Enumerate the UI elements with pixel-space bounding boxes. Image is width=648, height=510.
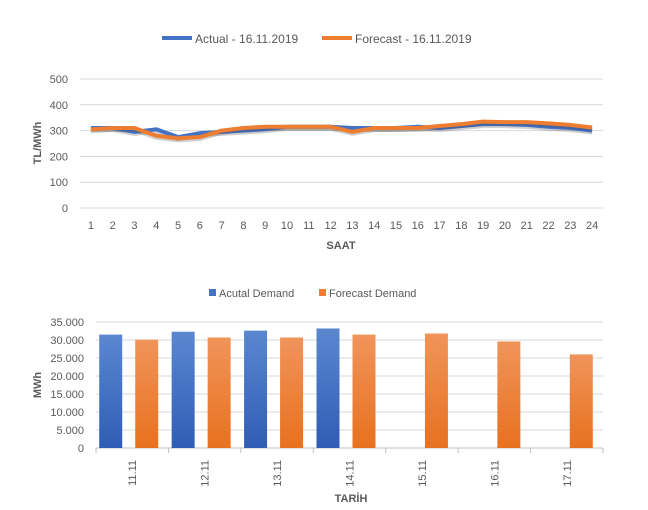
y-tick-label: 20.000 <box>50 371 84 383</box>
line-x-axis-title: SAAT <box>326 240 355 252</box>
x-tick-label: 13 <box>346 220 358 232</box>
x-tick-label: 12 <box>324 220 336 232</box>
bar-actual-demand <box>99 334 123 448</box>
x-tick-label: 3 <box>131 220 137 232</box>
x-tick-label: 6 <box>197 220 203 232</box>
bar-y-axis-title: MWh <box>32 372 44 399</box>
x-tick-label: 16 <box>412 220 424 232</box>
legend-forecast-demand-label: Forecast Demand <box>329 288 416 300</box>
bar-forecast-demand <box>207 337 231 448</box>
y-tick-label: 0 <box>62 203 68 215</box>
x-tick-label: 17 <box>433 220 445 232</box>
series-line-forecast <box>90 119 593 141</box>
legend-forecast-demand-swatch <box>319 289 326 296</box>
y-tick-label: 5.000 <box>56 425 84 437</box>
x-tick-label: 11 <box>303 220 314 232</box>
x-tick-label: 23 <box>564 220 576 232</box>
bar-x-axis-title: TARİH <box>335 492 368 505</box>
x-tick-label: 21 <box>521 220 533 232</box>
legend-actual-demand-swatch <box>209 289 216 296</box>
bar-forecast-demand <box>280 337 304 448</box>
x-tick-label: 5 <box>175 220 181 232</box>
x-tick-label: 14 <box>368 220 380 232</box>
y-tick-label: 200 <box>50 151 68 163</box>
x-tick-label: 24 <box>586 220 598 232</box>
line-y-axis-title: TL/MWh <box>32 121 44 164</box>
x-tick-label: 7 <box>219 220 225 232</box>
x-tick-label: 15.11 <box>417 460 429 487</box>
bar-forecast-demand <box>497 341 521 448</box>
x-tick-label: 15 <box>390 220 402 232</box>
x-tick-label: 17.11 <box>562 460 574 487</box>
x-tick-label: 20 <box>499 220 511 232</box>
x-tick-label: 8 <box>240 220 246 232</box>
y-tick-label: 35.000 <box>50 317 84 329</box>
x-tick-label: 19 <box>477 220 489 232</box>
x-tick-label: 12.11 <box>200 460 212 487</box>
y-tick-label: 25.000 <box>50 353 84 365</box>
y-tick-label: 100 <box>50 177 68 189</box>
y-tick-label: 500 <box>50 74 68 86</box>
y-tick-label: 30.000 <box>50 335 84 347</box>
y-tick-label: 400 <box>50 100 68 112</box>
x-tick-label: 2 <box>110 220 116 232</box>
bar-actual-demand <box>244 330 268 448</box>
y-tick-label: 0 <box>78 443 84 455</box>
bar-actual-demand <box>316 328 340 448</box>
legend-actual-demand-label: Acutal Demand <box>219 288 294 300</box>
x-tick-label: 16.11 <box>489 460 501 487</box>
x-tick-label: 22 <box>542 220 554 232</box>
x-tick-label: 4 <box>153 220 159 232</box>
y-tick-label: 15.000 <box>50 389 84 401</box>
y-tick-label: 10.000 <box>50 407 84 419</box>
bar-actual-demand <box>171 331 195 448</box>
legend-forecast-label: Forecast - 16.11.2019 <box>355 32 472 46</box>
x-tick-label: 11.11 <box>127 460 139 486</box>
x-tick-label: 14.11 <box>345 460 357 487</box>
x-tick-label: 1 <box>88 220 94 232</box>
x-tick-label: 13.11 <box>272 460 284 487</box>
legend-actual-label: Actual - 16.11.2019 <box>195 32 299 46</box>
bar-forecast-demand <box>352 334 376 448</box>
x-tick-label: 9 <box>262 220 268 232</box>
x-tick-label: 18 <box>455 220 467 232</box>
y-tick-label: 300 <box>50 126 68 138</box>
bar-forecast-demand <box>569 354 593 448</box>
bar-forecast-demand <box>135 339 159 448</box>
x-tick-label: 10 <box>281 220 293 232</box>
bar-forecast-demand <box>424 333 448 448</box>
